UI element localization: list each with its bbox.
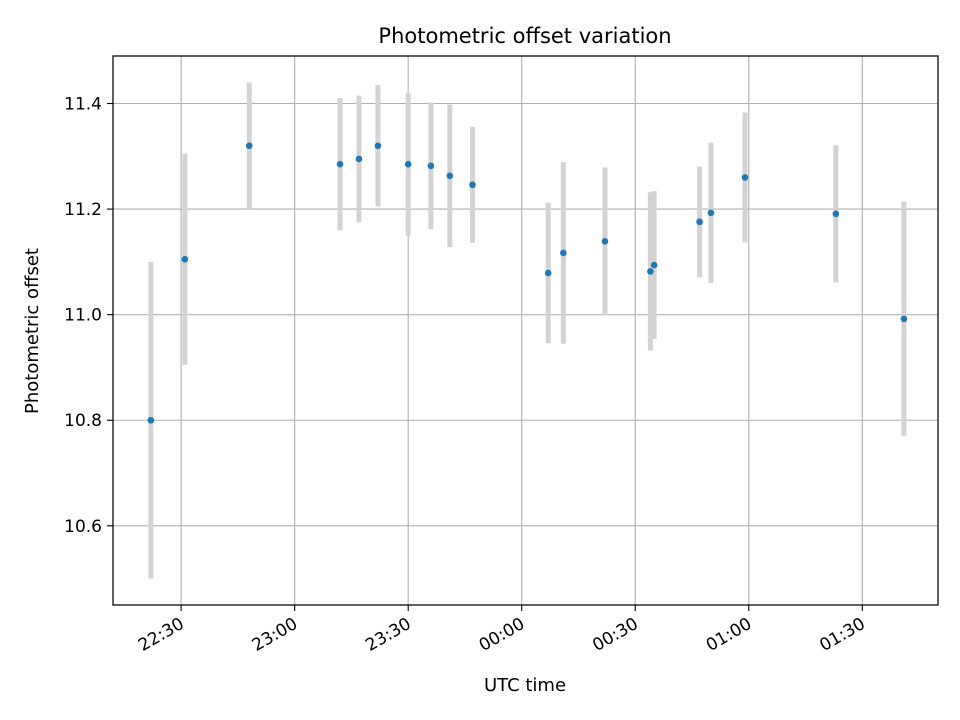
data-point: [900, 315, 908, 323]
y-tick-label: 11.4: [64, 95, 102, 115]
data-point: [832, 210, 840, 218]
plot-frame: [112, 55, 939, 606]
data-point: [181, 255, 189, 263]
data-point: [650, 261, 658, 269]
data-point: [696, 218, 703, 226]
y-tick-label: 11.0: [64, 306, 102, 326]
data-point: [647, 268, 654, 275]
y-tick-label: 11.2: [64, 200, 102, 220]
data-point: [147, 416, 155, 424]
chart-title: Photometric offset variation: [378, 24, 671, 48]
data-point: [707, 209, 715, 217]
data-point: [544, 269, 552, 277]
y-tick-label: 10.6: [64, 517, 102, 537]
data-point: [560, 249, 567, 257]
data-point: [469, 181, 476, 189]
data-point: [355, 155, 363, 163]
data-point: [336, 160, 344, 168]
y-tick-label: 10.8: [64, 411, 102, 431]
data-point: [601, 237, 609, 245]
y-axis-ticks: 10.6 10.8 11.0 11.2 11.4: [64, 95, 113, 537]
data-point: [404, 160, 412, 168]
data-point: [374, 142, 382, 150]
y-axis-label: Photometric offset: [22, 248, 43, 414]
data-point: [245, 142, 253, 150]
data-point: [446, 172, 454, 180]
data-points: [147, 142, 908, 424]
x-axis-label: UTC time: [484, 675, 566, 696]
data-point: [427, 162, 435, 170]
data-point: [741, 174, 749, 181]
